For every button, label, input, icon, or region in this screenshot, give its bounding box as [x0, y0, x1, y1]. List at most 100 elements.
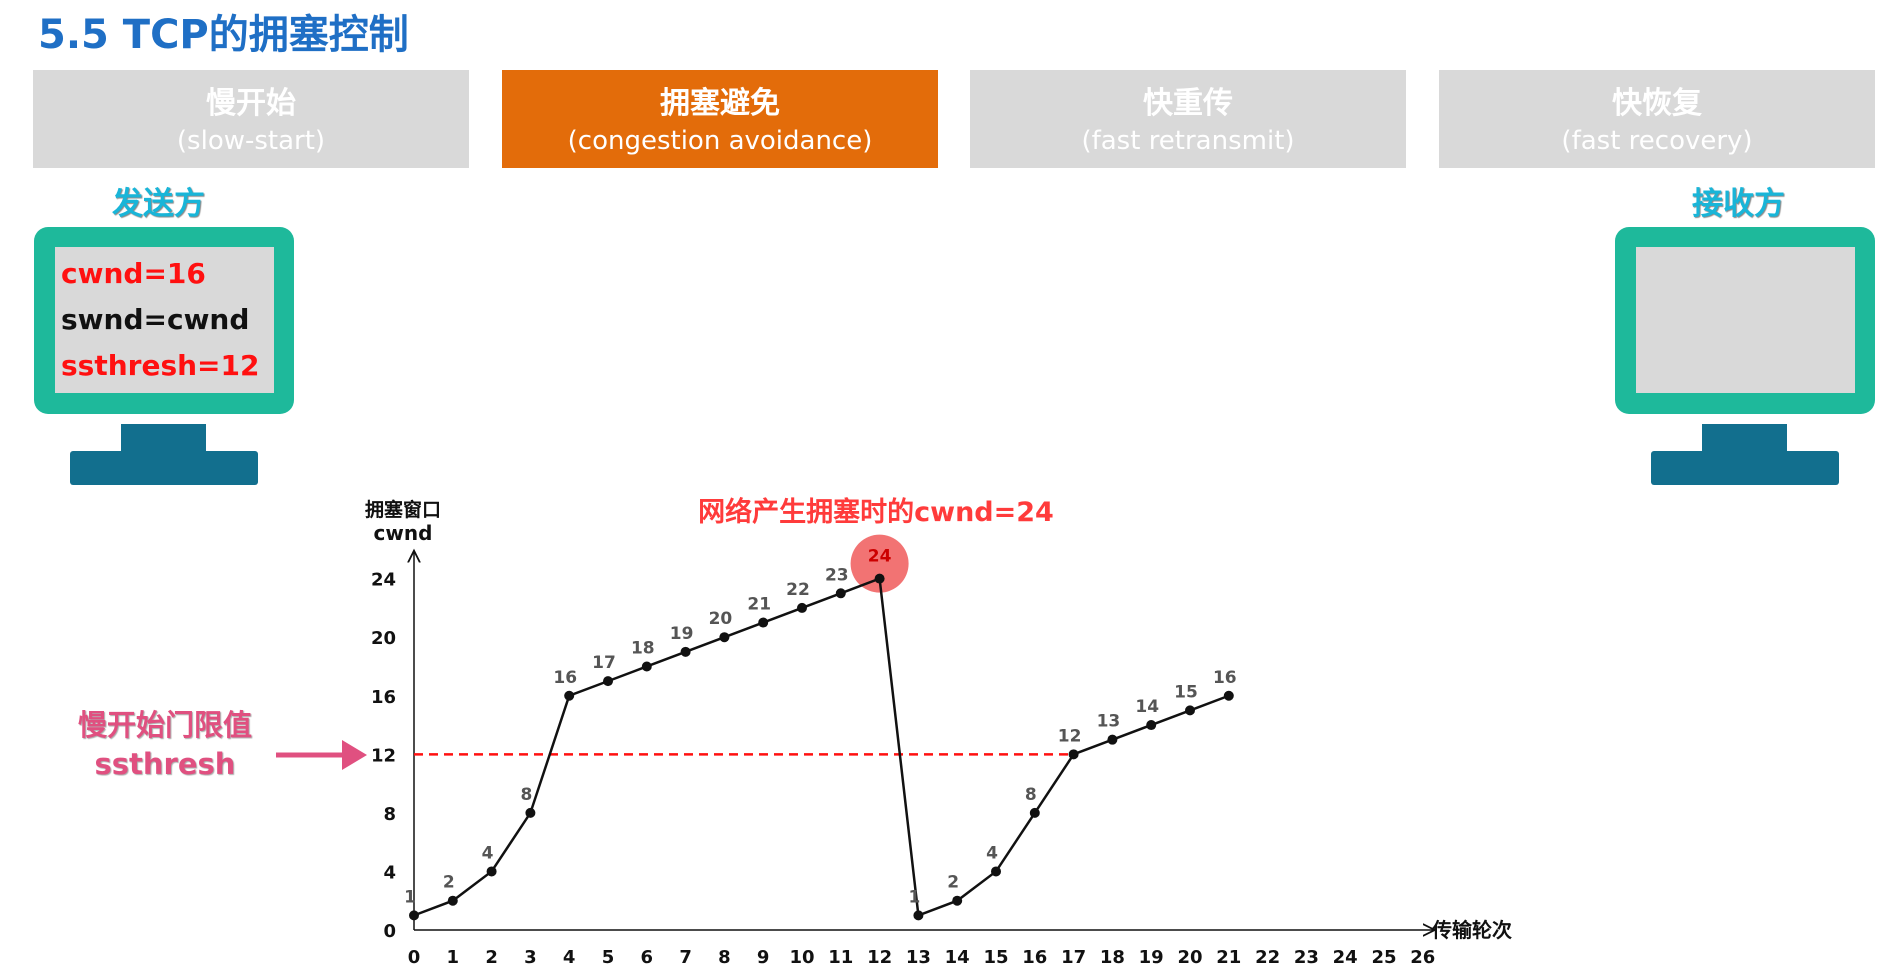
receiver-screen	[1636, 247, 1855, 393]
data-point	[1068, 749, 1079, 760]
x-tick-label: 2	[485, 947, 498, 966]
x-tick-label: 24	[1333, 947, 1358, 966]
tab-fast-retransmit[interactable]: 快重传 (fast retransmit)	[970, 70, 1406, 168]
x-tick-label: 20	[1177, 947, 1202, 966]
data-point	[409, 910, 419, 921]
data-point	[564, 690, 575, 701]
tab-sublabel: (fast retransmit)	[1081, 126, 1295, 156]
data-point	[797, 602, 807, 613]
swnd-value: swnd=cwnd	[61, 303, 250, 336]
x-tick-label: 16	[1022, 947, 1047, 966]
tab-label: 快恢复	[1612, 86, 1702, 121]
data-label: 17	[592, 653, 616, 673]
data-point	[952, 895, 963, 906]
data-label: 23	[825, 565, 849, 585]
data-label: 1	[908, 887, 920, 907]
tab-sublabel: (fast recovery)	[1561, 126, 1753, 156]
receiver-monitor-neck	[1702, 424, 1787, 454]
data-point	[719, 632, 730, 643]
y-tick-label: 4	[383, 862, 396, 883]
x-tick-label: 18	[1100, 947, 1125, 966]
data-label: 2	[947, 873, 959, 893]
tab-slow-start[interactable]: 慢开始 (slow-start)	[33, 70, 469, 168]
data-label: 24	[868, 547, 892, 567]
x-tick-label: 17	[1061, 947, 1086, 966]
data-label: 18	[631, 638, 655, 658]
tab-sublabel: (slow-start)	[176, 126, 326, 156]
x-tick-label: 5	[602, 947, 615, 966]
data-point	[874, 573, 885, 584]
x-tick-label: 25	[1371, 947, 1396, 966]
data-point	[447, 895, 458, 906]
x-tick-label: 8	[718, 947, 731, 966]
data-label: 4	[482, 843, 494, 863]
data-label: 4	[986, 843, 998, 863]
data-label: 12	[1058, 726, 1082, 746]
data-label: 14	[1135, 697, 1159, 717]
x-tick-label: 23	[1294, 947, 1319, 966]
tab-label: 拥塞避免	[660, 86, 780, 121]
x-tick-label: 22	[1255, 947, 1280, 966]
x-tick-label: 0	[408, 947, 421, 966]
y-tick-label: 8	[383, 804, 396, 825]
x-tick-label: 26	[1410, 947, 1435, 966]
data-point	[525, 807, 536, 818]
data-point	[1146, 720, 1157, 731]
x-tick-label: 13	[906, 947, 931, 966]
y-axis-label-zh: 拥塞窗口	[365, 498, 441, 521]
x-tick-label: 3	[524, 947, 537, 966]
tab-sublabel: (congestion avoidance)	[567, 126, 873, 156]
data-label: 13	[1097, 712, 1121, 732]
data-point	[1029, 807, 1040, 818]
x-tick-label: 1	[447, 947, 460, 966]
congestion-highlight-circle	[850, 534, 909, 593]
data-point	[641, 661, 652, 672]
data-label: 21	[747, 595, 771, 615]
x-tick-label: 19	[1139, 947, 1164, 966]
x-tick-label: 12	[867, 947, 892, 966]
y-tick-label: 24	[371, 570, 396, 591]
x-tick-label: 15	[983, 947, 1008, 966]
receiver-label: 接收方	[1692, 186, 1785, 222]
x-tick-label: 14	[945, 947, 970, 966]
tab-fast-recovery[interactable]: 快恢复 (fast recovery)	[1439, 70, 1875, 168]
y-tick-label: 0	[383, 921, 396, 942]
data-label: 22	[786, 580, 810, 600]
x-tick-label: 10	[789, 947, 814, 966]
data-label: 8	[1025, 785, 1037, 805]
x-tick-label: 21	[1216, 947, 1241, 966]
y-tick-label: 16	[371, 687, 396, 708]
data-label: 16	[1213, 668, 1237, 688]
data-point	[913, 910, 924, 921]
sender-monitor-icon: cwnd=16 swnd=cwnd ssthresh=12	[34, 227, 294, 414]
sender-monitor-neck	[121, 424, 206, 454]
data-point	[991, 866, 1001, 877]
cwnd-value: cwnd=16	[61, 257, 206, 290]
data-label: 19	[670, 624, 694, 644]
sender-screen: cwnd=16 swnd=cwnd ssthresh=12	[55, 247, 274, 393]
y-tick-label: 20	[371, 628, 396, 649]
data-point	[758, 617, 769, 628]
cwnd-line	[413, 576, 1230, 918]
data-label: 8	[520, 785, 532, 805]
x-tick-label: 7	[679, 947, 692, 966]
y-axis-label: cwnd	[374, 521, 433, 545]
sender-monitor-base	[70, 451, 258, 485]
x-tick-label: 4	[563, 947, 576, 966]
x-tick-label: 6	[641, 947, 654, 966]
ssthresh-annotation: 慢开始门限值 ssthresh	[60, 706, 270, 784]
data-label: 2	[443, 873, 455, 893]
x-axis-label: 传输轮次	[1431, 918, 1512, 942]
data-label: 20	[709, 609, 733, 629]
data-label: 15	[1174, 682, 1198, 702]
data-point	[835, 588, 846, 599]
y-tick-label: 12	[371, 745, 396, 766]
page-title: 5.5 TCP的拥塞控制	[38, 12, 409, 58]
tab-label: 快重传	[1143, 86, 1233, 121]
receiver-monitor-icon	[1615, 227, 1875, 414]
data-point	[680, 646, 691, 657]
tab-congestion-avoidance[interactable]: 拥塞避免 (congestion avoidance)	[502, 70, 938, 168]
x-tick-label: 9	[757, 947, 770, 966]
congestion-annotation: 网络产生拥塞时的cwnd=24	[698, 496, 1054, 528]
